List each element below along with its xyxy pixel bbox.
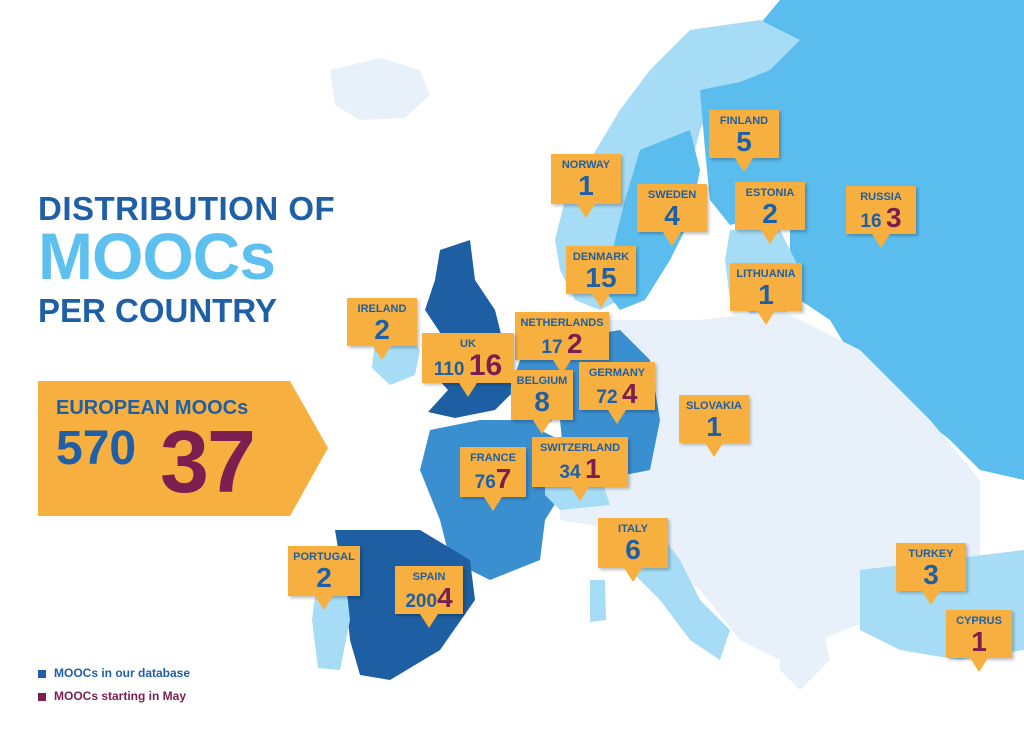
european-moocs-total: EUROPEAN MOOCs 570 37 xyxy=(38,381,328,516)
country-name: SPAIN xyxy=(412,571,446,583)
country-name: SLOVAKIA xyxy=(685,400,743,412)
total-database-count: 570 xyxy=(56,422,137,475)
database-count: 16 xyxy=(860,211,882,232)
callout-switzerland: SWITZERLAND 34 1 xyxy=(532,437,628,501)
callout-cyprus: CYPRUS 1 xyxy=(946,610,1012,672)
total-may-count: 37 xyxy=(160,412,256,511)
may-count: 6 xyxy=(625,534,641,565)
country-name: SWITZERLAND xyxy=(539,442,621,454)
callout-netherlands: NETHERLANDS 17 2 xyxy=(515,312,609,374)
may-count: 2 xyxy=(762,198,778,229)
callout-slovakia: SLOVAKIA 1 xyxy=(679,395,749,457)
title-line-3: PER COUNTRY xyxy=(38,292,277,329)
may-count: 2 xyxy=(374,314,390,345)
callout-spain: SPAIN 2004 xyxy=(395,566,463,628)
callout-belgium: BELGIUM 8 xyxy=(511,370,573,434)
may-count: 1 xyxy=(971,626,987,657)
callout-germany: GERMANY 72 4 xyxy=(579,362,655,424)
country-name: NORWAY xyxy=(561,159,611,171)
total-label: EUROPEAN MOOCs xyxy=(56,397,249,419)
database-count: 110 xyxy=(433,359,465,380)
database-count: 76 xyxy=(474,472,496,493)
legend-swatch-maroon xyxy=(38,692,46,701)
may-count: 15 xyxy=(585,262,617,293)
legend-swatch-blue xyxy=(38,669,46,678)
may-count: 4 xyxy=(437,582,453,613)
callout-lithuania: LITHUANIA 1 xyxy=(730,263,802,325)
title-line-2: MOOCs xyxy=(38,219,276,293)
country-name: PORTUGAL xyxy=(293,551,355,563)
may-count: 2 xyxy=(316,562,332,593)
country-name: IRELAND xyxy=(357,303,407,315)
country-name: CYPRUS xyxy=(956,615,1002,627)
country-name: TURKEY xyxy=(908,548,954,560)
callout-portugal: PORTUGAL 2 xyxy=(288,546,360,610)
database-count: 34 xyxy=(559,462,581,483)
callout-russia: RUSSIA 16 3 xyxy=(846,186,916,248)
callout-italy: ITALY 6 xyxy=(598,518,668,582)
country-name: DENMARK xyxy=(572,251,630,263)
callout-france: FRANCE 767 xyxy=(460,447,526,511)
database-count: 200 xyxy=(405,591,438,612)
callout-ireland: IRELAND 2 xyxy=(347,298,417,360)
legend-may-label: MOOCs starting in May xyxy=(54,689,187,703)
country-name: GERMANY xyxy=(588,367,646,379)
country-name: BELGIUM xyxy=(516,375,568,387)
legend-database-label: MOOCs in our database xyxy=(54,666,191,680)
database-count: 72 xyxy=(596,387,618,408)
country-name: ESTONIA xyxy=(745,187,795,199)
country-name: ITALY xyxy=(618,523,648,535)
callout-finland: FINLAND 5 xyxy=(709,110,779,172)
may-count: 7 xyxy=(495,463,512,494)
callout-estonia: ESTONIA 2 xyxy=(735,182,805,244)
may-count: 1 xyxy=(758,279,774,310)
callout-turkey: TURKEY 3 xyxy=(896,543,966,605)
may-count: 1 xyxy=(706,411,722,442)
may-count: 16 xyxy=(468,349,503,382)
may-count: 5 xyxy=(736,126,752,157)
database-count: 17 xyxy=(541,337,563,358)
title-line-1: DISTRIBUTION OF xyxy=(38,190,336,227)
legend-database: MOOCs in our database xyxy=(38,666,190,680)
country-name: FRANCE xyxy=(470,452,516,464)
callout-uk: UK 110 16 xyxy=(422,333,514,397)
country-name: LITHUANIA xyxy=(736,268,796,280)
total-arrow-shape xyxy=(38,381,328,516)
may-count: 1 xyxy=(585,453,601,484)
country-name: NETHERLANDS xyxy=(520,317,604,329)
may-count: 4 xyxy=(664,200,680,231)
callout-sweden: SWEDEN 4 xyxy=(637,184,707,246)
country-name: RUSSIA xyxy=(860,191,902,203)
may-count: 4 xyxy=(622,378,638,409)
region-greece xyxy=(780,615,830,690)
may-count: 8 xyxy=(534,386,550,417)
country-name: FINLAND xyxy=(719,115,769,127)
legend-may: MOOCs starting in May xyxy=(38,689,186,703)
may-count: 3 xyxy=(886,202,902,233)
may-count: 1 xyxy=(578,170,594,201)
may-count: 2 xyxy=(567,328,583,359)
may-count: 3 xyxy=(923,559,939,590)
country-name: SWEDEN xyxy=(647,189,697,201)
country-name: UK xyxy=(460,338,476,350)
callout-norway: NORWAY 1 xyxy=(551,154,621,218)
region-iceland xyxy=(330,58,430,120)
callout-denmark: DENMARK 15 xyxy=(566,246,636,308)
region-sardinia xyxy=(590,580,606,622)
